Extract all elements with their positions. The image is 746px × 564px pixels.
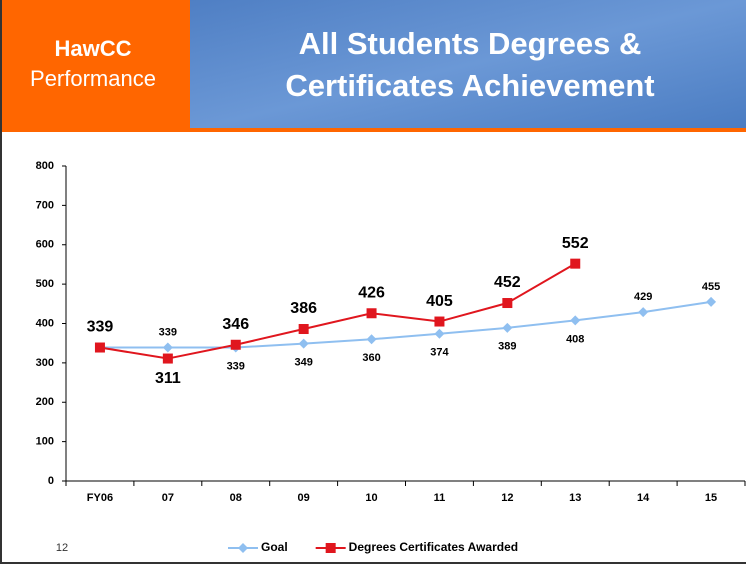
data-label: 452 (494, 274, 521, 291)
legend-marker (238, 543, 248, 553)
y-tick-label: 200 (36, 396, 54, 408)
series-line (99, 262, 576, 360)
data-label: 374 (430, 347, 449, 359)
data-label: 386 (290, 300, 317, 317)
data-label: 552 (562, 235, 589, 252)
point (570, 258, 581, 269)
data-label: 339 (159, 326, 177, 338)
title: Certificates Achievement (285, 68, 654, 103)
legend-marker (325, 543, 336, 553)
y-tick-label: 0 (48, 475, 54, 487)
data-label: 389 (498, 341, 516, 353)
point (162, 342, 173, 353)
point (706, 296, 717, 307)
data-label: 311 (155, 370, 181, 387)
x-tick-label: 12 (501, 492, 513, 504)
y-tick-label: 700 (36, 199, 54, 211)
point (298, 338, 309, 349)
data-label: 426 (358, 284, 385, 301)
point (434, 316, 445, 327)
y-tick-label: 400 (36, 317, 54, 329)
x-tick-label: 10 (365, 492, 377, 504)
data-label: 360 (362, 352, 380, 364)
point (434, 328, 445, 339)
x-tick-label: 11 (434, 492, 446, 504)
x-tick-label: 13 (569, 492, 581, 504)
data-label: 429 (634, 291, 652, 303)
data-label: 408 (566, 333, 584, 345)
x-tick-label: 09 (298, 492, 310, 504)
y-tick-label: 100 (36, 436, 54, 448)
legend-label: Degrees Certificates Awarded (349, 540, 518, 554)
page-number: 12 (56, 542, 68, 554)
title-underline (190, 128, 746, 132)
data-label: 349 (294, 356, 312, 368)
point (298, 324, 309, 335)
brand-box (0, 0, 190, 132)
title: All Students Degrees & (299, 26, 642, 61)
y-tick-label: 600 (36, 239, 54, 251)
point (162, 353, 173, 364)
x-tick-label: FY06 (87, 492, 113, 504)
brand: HawCC (54, 36, 131, 61)
y-tick-label: 300 (36, 357, 54, 369)
x-tick-label: 07 (162, 492, 174, 504)
x-tick-label: 14 (637, 492, 650, 504)
legend-label: Goal (261, 540, 288, 554)
point (230, 339, 241, 350)
data-label: 405 (426, 293, 453, 310)
point (502, 298, 513, 309)
brand-sub: Performance (30, 66, 156, 91)
x-tick-label: 08 (230, 492, 242, 504)
data-label: 346 (222, 316, 249, 333)
data-label: 455 (702, 281, 720, 293)
x-tick-label: 15 (705, 492, 717, 504)
data-label: 339 (227, 360, 245, 372)
point (638, 307, 649, 318)
point (502, 322, 513, 333)
point (366, 308, 377, 319)
y-tick-label: 500 (36, 278, 54, 290)
series-line (99, 300, 712, 349)
data-label: 339 (87, 319, 114, 336)
title-band (190, 0, 746, 130)
point (366, 334, 377, 345)
point (570, 315, 581, 326)
point (94, 342, 105, 353)
y-tick-label: 800 (36, 160, 54, 172)
